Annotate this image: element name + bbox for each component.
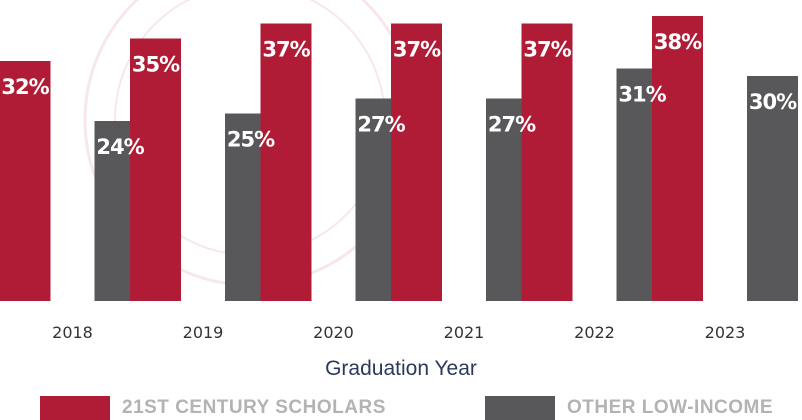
legend-label-other-low-income: OTHER LOW-INCOME <box>567 397 774 418</box>
data-label-scholars-2018: 32% <box>1 75 49 99</box>
legend-swatch-scholars <box>40 396 110 420</box>
x-tick-label-2022: 2022 <box>574 323 615 342</box>
data-label-other-low-income-2019: 25% <box>227 128 275 152</box>
data-label-other-low-income-2021: 27% <box>488 113 536 137</box>
x-tick-label-2023: 2023 <box>705 323 746 342</box>
bar-scholars-2022 <box>521 23 573 301</box>
x-axis-title: Graduation Year <box>325 357 477 380</box>
bar-scholars-2019 <box>130 38 181 301</box>
x-tick-label-2019: 2019 <box>183 323 224 342</box>
x-tick-label-2018: 2018 <box>52 323 93 342</box>
bar-scholars-2018 <box>0 61 51 301</box>
data-label-scholars-2019: 35% <box>132 53 180 77</box>
x-tick-label-2020: 2020 <box>313 323 354 342</box>
bar-scholars-2023 <box>652 16 703 301</box>
legend-swatch-other-low-income <box>485 396 555 420</box>
data-label-scholars-2020: 37% <box>262 38 310 62</box>
data-label-scholars-2021: 37% <box>393 38 441 62</box>
bar-chart: 32% 24% 35% 25% 37% 27% 37% 27% 37% 31% 38% 30% 201… <box>0 0 798 380</box>
legend-item-other-low-income: OTHER LOW-INCOME <box>485 396 773 420</box>
bar-other-low-income-2023 <box>747 76 798 301</box>
legend-label-scholars: 21ST CENTURY SCHOLARS <box>122 397 386 418</box>
data-label-other-low-income-2018: 24% <box>96 135 144 159</box>
data-label-other-low-income-2022: 31% <box>618 83 666 107</box>
bar-scholars-2021 <box>391 23 442 301</box>
data-label-scholars-2022: 37% <box>523 38 571 62</box>
data-label-scholars-2023: 38% <box>654 30 702 54</box>
legend-item-scholars: 21ST CENTURY SCHOLARS <box>40 396 386 420</box>
bar-scholars-2020 <box>260 23 312 301</box>
data-label-other-low-income-2023: 30% <box>749 90 797 114</box>
x-tick-label-2021: 2021 <box>444 323 485 342</box>
data-label-other-low-income-2020: 27% <box>357 113 405 137</box>
